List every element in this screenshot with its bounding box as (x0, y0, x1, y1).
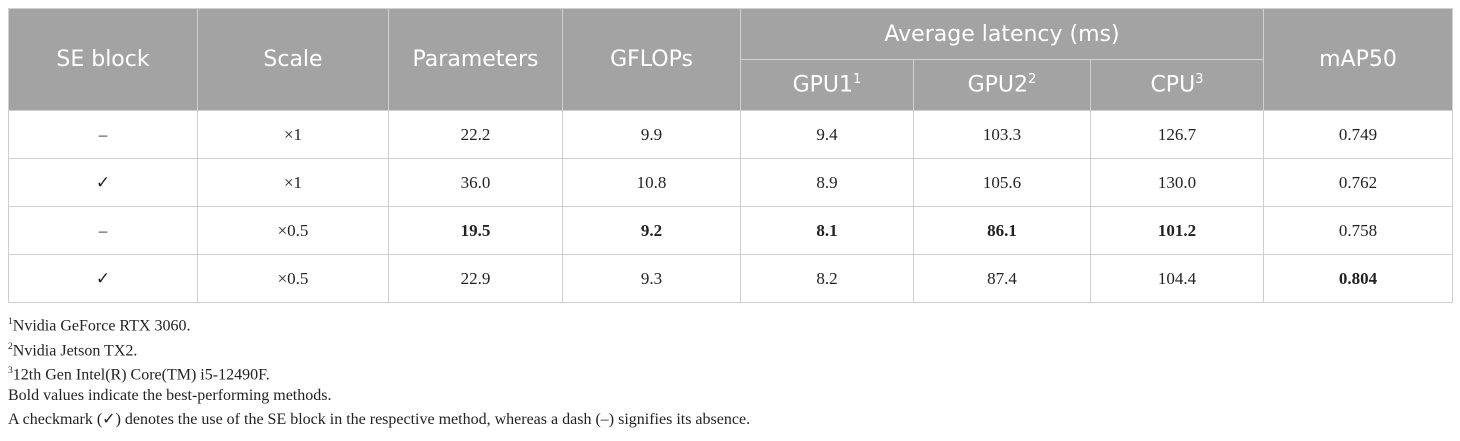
table-cell: 22.9 (388, 254, 563, 303)
table-cell: 19.5 (388, 206, 563, 255)
header-cell: Parameters (388, 8, 563, 111)
table-cell: 8.1 (740, 206, 914, 255)
table-cell: 36.0 (388, 158, 563, 207)
header-cell: mAP50 (1263, 8, 1453, 111)
table-cell: 10.8 (562, 158, 741, 207)
table-cell: ✓ (8, 158, 198, 207)
table-cell: 103.3 (913, 110, 1091, 159)
table-cell: 105.6 (913, 158, 1091, 207)
table-cell: – (8, 110, 198, 159)
table-body: – ×1 22.2 9.9 9.4 103.3 126.7 0.749 ✓ ×1 36.0 10.8 8… (8, 110, 1453, 303)
table-cell: 126.7 (1090, 110, 1264, 159)
footnotes: 1Nvidia GeForce RTX 3060. 2Nvidia Jetson … (8, 310, 750, 433)
header-row: SE block Scale Parameters GFLOPs Average lat… (8, 8, 1453, 111)
subheader-row: GPU11 GPU22 CPU3 (9, 59, 1453, 111)
header-cell: Average latency (ms) (740, 8, 1264, 60)
table-cell: ×1 (197, 158, 389, 207)
table-cell: 9.4 (740, 110, 914, 159)
data-table: SE block Scale Parameters GFLOPs Average lat… (8, 8, 1453, 303)
table-header: SE block Scale Parameters GFLOPs Average lat… (8, 8, 1453, 111)
table-cell: 101.2 (1090, 206, 1264, 255)
table-cell: 0.758 (1263, 206, 1453, 255)
table-cell: ✓ (8, 254, 198, 303)
footnote-text: A checkmark (✓) denotes the use of the S… (8, 411, 751, 428)
table-cell: 9.2 (562, 206, 741, 255)
footnote-text: Nvidia Jetson TX2. (12, 341, 138, 359)
footnote: Bold values indicate the best-performing… (8, 384, 750, 409)
table-cell: ×0.5 (197, 206, 389, 255)
header-cell: GFLOPs (562, 8, 741, 111)
table-cell: 0.804 (1263, 254, 1453, 303)
superscript: 3 (1195, 72, 1204, 88)
table-cell: 9.9 (562, 110, 741, 159)
footnote: 2Nvidia Jetson TX2. (8, 335, 750, 360)
table-cell: 87.4 (913, 254, 1091, 303)
footnote-text: 12th Gen Intel(R) Core(TM) i5-12490F. (12, 366, 270, 384)
header-cell: Scale (197, 8, 389, 111)
table-cell: ×0.5 (197, 254, 389, 303)
table-row: ✓ ×0.5 22.9 9.3 8.2 87.4 104.4 0.804 (8, 254, 1453, 303)
table-cell: 9.3 (562, 254, 741, 303)
table-cell: 86.1 (913, 206, 1091, 255)
subheader-text: GPU2 (967, 72, 1029, 98)
footnote-text: Nvidia GeForce RTX 3060. (12, 317, 191, 335)
subheader-cell: CPU3 (1090, 59, 1264, 111)
subheader-cell: GPU22 (913, 59, 1091, 111)
table-row: – ×0.5 19.5 9.2 8.1 86.1 101.2 0.758 (8, 206, 1453, 255)
footnote: A checkmark (✓) denotes the use of the S… (8, 408, 750, 433)
footnote: 312th Gen Intel(R) Core(TM) i5-12490F. (8, 359, 750, 384)
superscript: 3 (8, 365, 13, 376)
footnote: 1Nvidia GeForce RTX 3060. (8, 310, 750, 335)
table-row: ✓ ×1 36.0 10.8 8.9 105.6 130.0 0.762 (8, 158, 1453, 207)
table-cell: 104.4 (1090, 254, 1264, 303)
header-cell: SE block (8, 8, 198, 111)
table-cell: 8.9 (740, 158, 914, 207)
subheader-text: CPU (1150, 72, 1196, 98)
superscript: 2 (8, 340, 13, 352)
subheader-cell: GPU11 (740, 59, 914, 111)
table-cell: 22.2 (388, 110, 563, 159)
table-cell: 0.762 (1263, 158, 1453, 207)
table-row: – ×1 22.2 9.9 9.4 103.3 126.7 0.749 (8, 110, 1453, 159)
table-cell: 130.0 (1090, 158, 1264, 207)
superscript: 1 (8, 316, 13, 327)
footnote-text: Bold values indicate the best-performing… (8, 386, 332, 404)
table-cell: 8.2 (740, 254, 914, 303)
subheader-text: GPU1 (792, 72, 854, 98)
table-cell: ×1 (197, 110, 389, 159)
superscript: 2 (1028, 72, 1037, 88)
superscript: 1 (853, 72, 862, 88)
table-cell: – (8, 206, 198, 255)
table-cell: 0.749 (1263, 110, 1453, 159)
